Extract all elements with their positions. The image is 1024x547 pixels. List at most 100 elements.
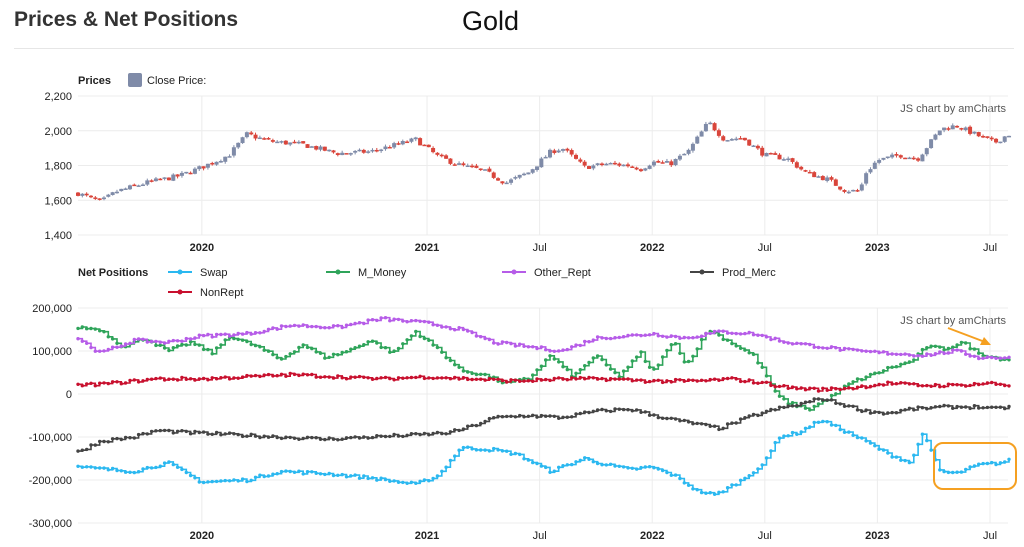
data-point-nonrept — [531, 379, 535, 383]
data-point-other-rept — [938, 350, 942, 354]
data-point-prod-merc — [266, 435, 271, 439]
data-point-swap — [756, 467, 760, 471]
data-point-prod-merc — [717, 427, 721, 432]
data-point-other-rept — [821, 346, 825, 350]
data-point-prod-merc — [513, 415, 518, 419]
candle-body — [504, 182, 509, 185]
candle-body — [93, 197, 98, 199]
data-point-m-money — [938, 345, 942, 349]
data-point-prod-merc — [834, 401, 838, 405]
candle-body — [210, 162, 215, 165]
data-point-nonrept — [327, 375, 331, 379]
data-point-other-rept — [595, 335, 600, 339]
data-point-swap — [171, 462, 175, 467]
candle-body — [435, 152, 440, 155]
candle-body — [140, 184, 145, 187]
data-point-prod-merc — [396, 434, 401, 438]
data-point-swap — [907, 460, 912, 465]
data-point-swap — [258, 473, 262, 477]
close-price-legend-swatch[interactable] — [128, 73, 142, 87]
data-point-nonrept — [175, 378, 180, 382]
data-point-m-money — [80, 325, 85, 329]
data-point-nonrept — [704, 379, 708, 383]
data-point-m-money — [920, 347, 925, 352]
data-point-prod-merc — [253, 434, 258, 438]
data-point-other-rept — [756, 333, 760, 337]
data-point-m-money — [790, 401, 795, 405]
candle-body — [188, 172, 193, 175]
data-point-nonrept — [201, 376, 206, 381]
candle-body — [842, 189, 847, 192]
candle-body — [101, 197, 106, 200]
data-point-prod-merc — [184, 429, 188, 434]
data-point-prod-merc — [972, 404, 977, 408]
candle-body — [612, 162, 617, 165]
legend-label-other-rept[interactable]: Other_Rept — [534, 267, 591, 279]
data-point-swap — [80, 465, 85, 469]
legend-label-nonrept[interactable]: NonRept — [200, 287, 243, 299]
net-positions-credit[interactable]: JS chart by amCharts — [900, 315, 1006, 327]
candle-body — [669, 161, 674, 166]
price-chart-credit[interactable]: JS chart by amCharts — [900, 103, 1006, 115]
candle-body — [859, 184, 864, 191]
data-point-prod-merc — [115, 436, 119, 441]
close-price-legend-label[interactable]: Close Price: — [147, 75, 206, 87]
data-point-m-money — [587, 360, 591, 365]
data-point-swap — [873, 444, 877, 448]
data-point-nonrept — [396, 376, 401, 380]
candle-body — [431, 147, 436, 153]
data-point-prod-merc — [98, 439, 102, 444]
data-point-prod-merc — [704, 422, 708, 427]
data-point-prod-merc — [102, 439, 106, 444]
candle-body — [981, 135, 986, 138]
data-point-swap — [825, 420, 829, 424]
data-point-nonrept — [678, 378, 682, 382]
data-point-nonrept — [89, 381, 93, 385]
data-point-swap — [600, 463, 604, 467]
data-point-swap — [193, 476, 197, 480]
data-point-prod-merc — [756, 413, 760, 418]
legend-label-m-money[interactable]: M_Money — [358, 267, 407, 279]
data-point-prod-merc — [219, 433, 223, 437]
data-point-m-money — [691, 354, 695, 358]
candle-body — [201, 166, 206, 169]
data-point-m-money — [392, 349, 396, 353]
data-point-swap — [955, 470, 959, 474]
candle-body — [803, 170, 808, 172]
data-point-nonrept — [552, 376, 556, 381]
data-point-nonrept — [743, 379, 747, 384]
candle-body — [855, 190, 860, 192]
data-point-prod-merc — [422, 431, 427, 436]
data-point-prod-merc — [721, 426, 725, 430]
candle-body — [690, 143, 695, 151]
data-point-nonrept — [912, 382, 916, 386]
data-point-swap — [799, 430, 803, 434]
data-point-swap — [946, 470, 951, 475]
series-points-m-money — [76, 325, 1011, 412]
data-point-prod-merc — [1003, 406, 1007, 411]
data-point-other-rept — [435, 323, 440, 327]
data-point-other-rept — [141, 337, 145, 341]
data-point-nonrept — [660, 380, 665, 385]
candle-body — [794, 162, 799, 168]
candle-body — [755, 145, 760, 149]
data-point-nonrept — [544, 377, 548, 382]
candle-body — [881, 157, 886, 160]
data-point-swap — [370, 476, 375, 480]
data-point-prod-merc — [232, 432, 236, 436]
data-point-nonrept — [80, 384, 85, 388]
data-point-nonrept — [232, 376, 236, 380]
candle-body — [205, 163, 210, 168]
data-point-other-rept — [188, 337, 193, 341]
candle-body — [738, 138, 743, 140]
data-point-prod-merc — [574, 412, 578, 416]
data-point-other-rept — [98, 349, 102, 353]
legend-label-prod-merc[interactable]: Prod_Merc — [722, 267, 776, 279]
data-point-m-money — [682, 360, 686, 364]
data-point-m-money — [725, 338, 730, 342]
data-point-swap — [678, 476, 682, 481]
data-point-nonrept — [123, 381, 128, 385]
candle-body — [907, 157, 912, 160]
legend-label-swap[interactable]: Swap — [200, 267, 228, 279]
data-point-m-money — [591, 356, 595, 360]
